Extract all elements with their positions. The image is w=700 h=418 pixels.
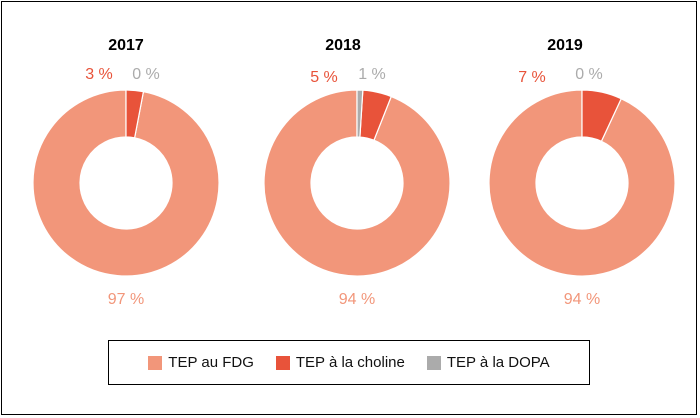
donut-2019: 2019 94 % 7 % 0 % xyxy=(488,37,676,308)
legend-label-fdg: TEP au FDG xyxy=(168,354,254,371)
legend-item-choline: TEP à la choline xyxy=(275,354,405,371)
slice-fdg-2017 xyxy=(32,89,220,277)
legend-swatch-dopa xyxy=(426,355,441,370)
legend: TEP au FDG TEP à la choline TEP à la DOP… xyxy=(108,340,590,385)
slices-2019 xyxy=(488,89,676,277)
slice-fdg-2018 xyxy=(263,89,451,277)
legend-label-choline: TEP à la choline xyxy=(295,354,405,371)
donut-2017: 2017 97 % 3 % 0 % xyxy=(32,37,220,308)
slices-2018 xyxy=(263,89,451,277)
chart-title-2017: 2017 xyxy=(108,37,144,54)
label-dopa-2018: 1 % xyxy=(358,66,386,83)
label-fdg-2019: 94 % xyxy=(564,291,600,308)
label-dopa-2019: 0 % xyxy=(575,66,603,83)
slice-choline-2019 xyxy=(581,89,623,143)
label-choline-2019: 7 % xyxy=(518,69,546,86)
slice-fdg-2019 xyxy=(488,89,676,277)
chart-title-2018: 2018 xyxy=(325,37,361,54)
label-choline-2017: 3 % xyxy=(85,66,113,83)
chart-title-2019: 2019 xyxy=(547,37,583,54)
label-choline-2018: 5 % xyxy=(310,69,338,86)
legend-item-fdg: TEP au FDG xyxy=(148,354,254,371)
legend-item-dopa: TEP à la DOPA xyxy=(426,354,550,371)
legend-label-dopa: TEP à la DOPA xyxy=(446,354,550,371)
legend-swatch-fdg xyxy=(148,355,163,370)
label-dopa-2017: 0 % xyxy=(132,66,160,83)
donut-2018: 2018 94 % 5 % 1 % xyxy=(263,37,451,308)
slice-dopa-2018 xyxy=(356,89,364,138)
slice-choline-2017 xyxy=(125,89,145,139)
slices-2017 xyxy=(32,89,220,277)
label-fdg-2017: 97 % xyxy=(108,291,144,308)
label-fdg-2018: 94 % xyxy=(339,291,375,308)
legend-swatch-choline xyxy=(275,355,290,370)
